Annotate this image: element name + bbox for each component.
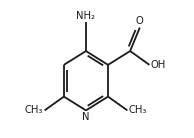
Text: O: O bbox=[136, 16, 144, 26]
Text: CH₃: CH₃ bbox=[25, 105, 43, 115]
Text: NH₂: NH₂ bbox=[76, 11, 95, 21]
Text: N: N bbox=[82, 112, 90, 122]
Text: OH: OH bbox=[151, 60, 166, 70]
Text: CH₃: CH₃ bbox=[129, 105, 147, 115]
